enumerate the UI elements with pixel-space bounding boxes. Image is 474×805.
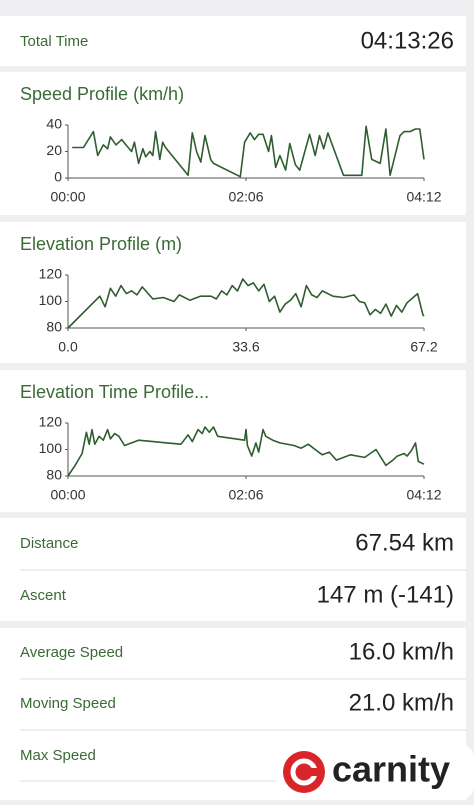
y-tick-label: 20 [46, 142, 62, 158]
card [0, 72, 466, 215]
x-tick-label: 0.0 [58, 339, 78, 355]
value: 16.0 km/h [349, 638, 454, 665]
value: 21.0 km/h [349, 689, 454, 716]
y-tick-label: 120 [39, 414, 63, 430]
x-tick-label: 02:06 [228, 189, 263, 205]
y-tick-label: 100 [39, 440, 63, 456]
y-tick-label: 100 [39, 292, 63, 308]
chart-title: Elevation Profile (m) [20, 234, 182, 254]
label: Total Time [20, 33, 88, 50]
chart-title: Elevation Time Profile... [20, 382, 209, 402]
label: Max Speed [20, 747, 96, 764]
line [67, 278, 425, 329]
y-tick-label: 120 [39, 266, 63, 282]
line [67, 426, 425, 477]
watermark-bg [276, 744, 474, 800]
x-tick-label: 33.6 [232, 339, 259, 355]
logo-icon [306, 768, 320, 776]
y-tick-label: 80 [46, 319, 62, 335]
label: Average Speed [20, 644, 123, 661]
value: 04:13:26 [361, 27, 454, 54]
label: Distance [20, 535, 78, 552]
x-tick-label: 67.2 [410, 339, 437, 355]
y-tick-label: 80 [46, 467, 62, 483]
label: Moving Speed [20, 695, 116, 712]
logo-icon [283, 751, 325, 793]
x-tick-label: 04:12 [406, 487, 441, 503]
card [0, 370, 466, 512]
y-tick-label: 0 [54, 169, 62, 185]
line [72, 125, 425, 178]
x-tick-label: 00:00 [50, 189, 85, 205]
x-tick-label: 04:12 [406, 189, 441, 205]
card [0, 222, 466, 363]
card [0, 16, 466, 66]
chart-title: Speed Profile (km/h) [20, 84, 184, 104]
watermark: carnity [332, 749, 450, 790]
y-tick-label: 40 [46, 116, 62, 132]
label: Ascent [20, 587, 67, 604]
value: 67.54 km [355, 529, 454, 556]
x-tick-label: 02:06 [228, 487, 263, 503]
value: 147 m (-141) [317, 581, 454, 608]
x-tick-label: 00:00 [50, 487, 85, 503]
